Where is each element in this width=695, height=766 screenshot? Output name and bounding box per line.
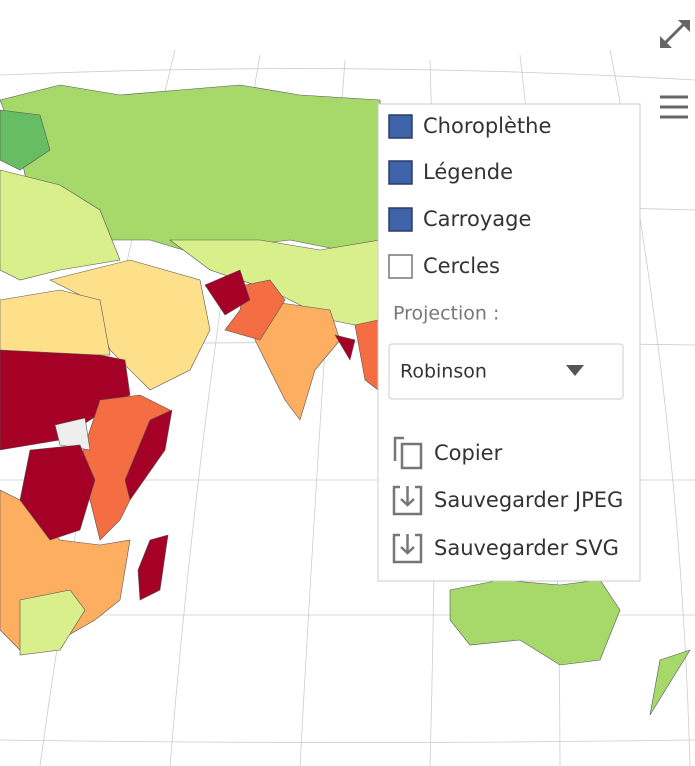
countries bbox=[0, 84, 691, 716]
layer-label[interactable]: Choroplèthe bbox=[423, 114, 551, 138]
layer-label[interactable]: Carroyage bbox=[423, 207, 531, 231]
layer-checkbox[interactable] bbox=[388, 207, 413, 232]
action-label[interactable]: Sauvegarder JPEG bbox=[434, 488, 623, 512]
copy-icon bbox=[393, 436, 423, 470]
svg-icon bbox=[392, 533, 423, 564]
projection-select[interactable]: Robinson bbox=[388, 343, 624, 400]
jpeg-icon bbox=[392, 485, 423, 516]
layer-label[interactable]: Cercles bbox=[423, 254, 500, 278]
layer-checkbox[interactable] bbox=[388, 160, 413, 185]
projection-label: Projection : bbox=[393, 303, 499, 325]
layer-checkbox[interactable] bbox=[388, 254, 413, 279]
select-box[interactable] bbox=[388, 343, 624, 400]
layer-checkbox[interactable] bbox=[388, 114, 413, 139]
fullscreen-button[interactable] bbox=[660, 20, 690, 48]
layer-label[interactable]: Légende bbox=[423, 160, 513, 184]
action-label[interactable]: Sauvegarder SVG bbox=[434, 536, 619, 560]
select-arrow[interactable] bbox=[566, 365, 584, 376]
select-value[interactable]: Robinson bbox=[400, 361, 487, 383]
action-label[interactable]: Copier bbox=[434, 441, 503, 465]
menu-button[interactable] bbox=[660, 95, 688, 119]
menu-panel: Projection : Robinson Choroplèthe Légende… bbox=[377, 103, 641, 582]
